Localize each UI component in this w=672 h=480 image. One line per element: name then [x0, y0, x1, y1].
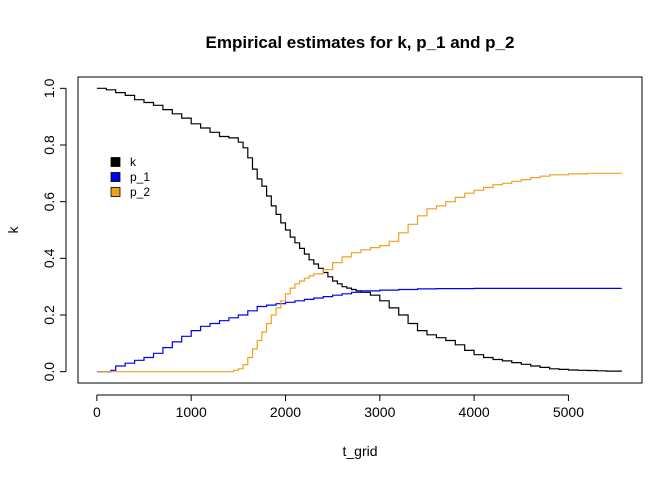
- legend-label-k: k: [130, 155, 137, 169]
- legend-swatch-k: [110, 157, 121, 167]
- y-tick-label: 0.4: [41, 248, 57, 268]
- chart-title: Empirical estimates for k, p_1 and p_2: [206, 33, 515, 52]
- x-tick-label: 3000: [364, 404, 395, 420]
- series-layer: [96, 87, 622, 373]
- y-tick-label: 0.6: [41, 192, 57, 212]
- plot-frame: [77, 76, 643, 384]
- x-axis-label: t_grid: [342, 443, 377, 459]
- legend-label-p-2: p_2: [130, 185, 150, 199]
- legend: kp_1p_2: [110, 155, 150, 199]
- legend-swatch-p-2: [110, 187, 121, 197]
- legend-swatch-p-1: [110, 172, 121, 182]
- y-tick-label: 0.8: [41, 135, 57, 155]
- x-tick-label: 5000: [553, 404, 584, 420]
- x-tick-label: 0: [93, 404, 101, 420]
- x-tick-label: 1000: [176, 404, 207, 420]
- x-tick-label: 4000: [459, 404, 490, 420]
- y-tick-label: 0.0: [41, 362, 57, 382]
- y-tick-label: 0.2: [41, 305, 57, 325]
- y-axis: 0.0 0.2 0.4 0.6 0.8 1.0: [41, 78, 67, 382]
- legend-label-p-1: p_1: [130, 170, 150, 184]
- y-axis-label: k: [5, 226, 21, 234]
- series-line-p-2: [96, 172, 622, 373]
- x-axis: 0 1000 2000 3000 4000 5000: [93, 394, 584, 420]
- series-line-p-1: [96, 287, 622, 373]
- x-tick-label: 2000: [270, 404, 301, 420]
- y-tick-label: 1.0: [41, 78, 57, 98]
- series-line-k: [96, 87, 622, 372]
